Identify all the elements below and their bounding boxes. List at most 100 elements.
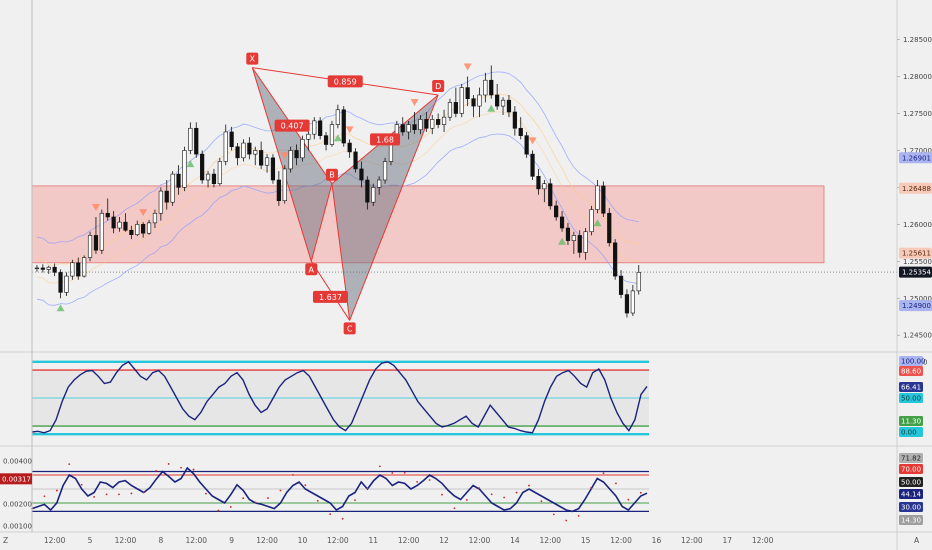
candle — [276, 171, 281, 206]
price-badge-text: 1.26488 — [902, 185, 931, 193]
candle-body — [164, 190, 169, 203]
candle — [323, 131, 329, 151]
candle-body — [223, 131, 228, 162]
candle-body — [282, 168, 287, 201]
osc-signal-dot — [391, 472, 394, 474]
osc-signal-dot — [55, 489, 58, 492]
ratio-label-bg — [370, 133, 401, 146]
candle-body — [548, 183, 553, 207]
candle — [595, 180, 600, 214]
candle — [229, 126, 234, 151]
pattern-point-bg — [305, 263, 318, 276]
candle-body — [524, 135, 529, 155]
osc-level-badge: 30.00 — [899, 502, 923, 512]
support-resistance-zone — [31, 185, 825, 264]
candle — [459, 83, 464, 118]
ratio-label-text: 0.859 — [334, 77, 357, 86]
candle — [223, 124, 228, 166]
candle-body — [424, 119, 429, 129]
candle-body — [105, 212, 110, 218]
buy-marker-icon — [558, 237, 567, 245]
candle-body — [512, 111, 517, 129]
candle-body — [58, 272, 63, 293]
candle-body — [312, 120, 317, 135]
osc-signal-dot — [68, 463, 71, 466]
osc-signal-dot — [453, 507, 456, 510]
candle-body — [500, 99, 506, 107]
osc-signal-dot — [205, 492, 207, 495]
candle — [200, 150, 205, 184]
candle — [318, 117, 323, 140]
candle — [294, 144, 299, 166]
candle-body — [489, 79, 494, 96]
candle — [58, 269, 63, 299]
harmonic-triangle-bcd — [331, 95, 439, 321]
sell-marker-icon — [139, 209, 148, 217]
candle — [46, 265, 51, 274]
time-tick-label: 10 — [298, 536, 308, 545]
pattern-point-b: B — [325, 168, 338, 181]
candle — [542, 180, 547, 203]
price-tick-label: 1.24500 — [903, 332, 932, 340]
price-tick-label: 1.27500 — [903, 110, 932, 118]
osc-signal-dot — [577, 514, 580, 517]
osc-level-badge: 14.30 — [899, 515, 923, 525]
candle — [300, 135, 305, 162]
pattern-point-label: A — [309, 265, 315, 274]
price-tick-label: 1.25500 — [903, 258, 932, 266]
oscillator-pane[interactable] — [31, 463, 649, 522]
candle-body — [371, 187, 376, 203]
candle-body — [518, 127, 523, 136]
candle — [194, 122, 199, 158]
price-badge-bg — [899, 300, 932, 312]
inner-band-lower — [36, 111, 639, 284]
buy-marker-icon — [56, 304, 65, 312]
candle — [288, 146, 293, 173]
price-badge: 1.26901 — [899, 152, 932, 164]
candle — [282, 165, 287, 204]
candle-body — [382, 161, 388, 181]
stoch-level-badge: 50.00 — [899, 393, 923, 403]
time-tick-label: 12:00 — [327, 536, 349, 545]
time-tick-label: 14 — [510, 536, 520, 545]
candle-body — [595, 185, 600, 210]
buy-marker-icon — [487, 104, 496, 112]
candle — [270, 154, 276, 184]
candle-body — [259, 150, 264, 166]
candle-body — [40, 267, 45, 270]
osc-signal-dot — [229, 506, 232, 508]
osc-signal-dot — [602, 472, 605, 475]
osc-level-badge: 71.82 — [899, 453, 923, 463]
osc-signal-dot — [118, 493, 120, 496]
price-pane[interactable]: X A B C D 0.859 0.407 1.68 1.637 — [31, 52, 897, 335]
leg-xa — [251, 67, 312, 262]
candle — [500, 97, 506, 115]
price-badge-text: 1.25611 — [902, 250, 931, 258]
stochastic-pane[interactable] — [31, 360, 649, 436]
stoch-badge-text: 66.41 — [901, 384, 921, 392]
stoch-badge-text: 11.30 — [901, 418, 921, 426]
candle — [164, 180, 169, 210]
osc-signal-dot — [192, 468, 195, 471]
time-tick-label: 11 — [368, 536, 378, 545]
candle-body — [400, 124, 405, 133]
candle — [559, 211, 565, 232]
time-tick-label: 12:00 — [256, 536, 278, 545]
ratio-label-text: 1.68 — [376, 135, 394, 144]
osc-signal-dot — [540, 500, 543, 503]
osc-signal-dot — [279, 489, 282, 492]
pattern-point-c: C — [343, 322, 356, 335]
osc-badge-text: 71.82 — [901, 455, 921, 463]
candle-body — [241, 142, 246, 159]
candle-body — [453, 102, 458, 114]
stoch-badge-text: 100.00 — [901, 358, 926, 366]
osc-signal-dot — [130, 492, 133, 495]
candle — [152, 209, 158, 229]
candle-body — [412, 124, 417, 131]
time-tick-label: 12:00 — [115, 536, 137, 545]
osc-signal-dot — [639, 491, 642, 494]
candle-body — [624, 294, 630, 314]
osc-left-badge: 0.00317 — [0, 473, 32, 485]
